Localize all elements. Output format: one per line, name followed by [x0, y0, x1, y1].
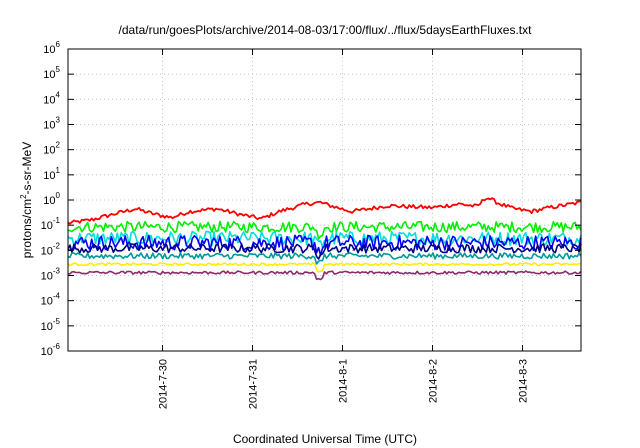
x-tick-labels: 2014-7-30 2014-7-31 2014-8-1 2014-8-2 2014-8…	[158, 359, 530, 409]
series-line	[67, 243, 582, 260]
x-tick-label: 2014-8-1	[338, 359, 350, 403]
x-axis-label: Coordinated Universal Time (UTC)	[233, 432, 417, 446]
x-tick-label: 2014-7-31	[248, 359, 260, 409]
series-line	[67, 270, 582, 281]
x-tick-label: 2014-8-2	[428, 359, 440, 403]
y-tick-labels: 10-6 10-5 10-4 10-3 10-2 10-1 100 101 102 103 104 1…	[41, 40, 61, 358]
chart-title: /data/run/goesPlots/archive/2014-08-03/1…	[119, 23, 533, 37]
y-tick-label: 10-2	[41, 241, 61, 257]
series-line	[67, 220, 582, 240]
series-line	[67, 197, 582, 225]
y-tick-label: 10-1	[41, 216, 61, 232]
y-tick-label: 10-5	[41, 317, 61, 333]
y-tick-label: 102	[43, 141, 60, 157]
grid-lines	[68, 49, 581, 351]
y-tick-label: 10-4	[41, 292, 61, 308]
series-line	[67, 252, 582, 265]
y-tick-label: 100	[43, 191, 60, 207]
y-tick-label: 10-6	[41, 342, 61, 358]
series-layer	[67, 197, 582, 281]
series-line	[67, 262, 582, 273]
y-tick-label: 104	[43, 90, 60, 106]
x-tick-label: 2014-7-30	[158, 359, 170, 409]
series-line	[67, 234, 582, 257]
y-tick-label: 106	[43, 40, 60, 56]
y-tick-label: 101	[43, 166, 60, 182]
y-axis-label: protons/cm2-s-sr-MeV	[19, 142, 34, 258]
tick-marks	[68, 48, 581, 352]
y-tick-label: 103	[43, 116, 60, 132]
x-tick-label: 2014-8-3	[518, 359, 530, 403]
y-tick-label: 105	[43, 65, 60, 81]
y-tick-label: 10-3	[41, 267, 61, 283]
